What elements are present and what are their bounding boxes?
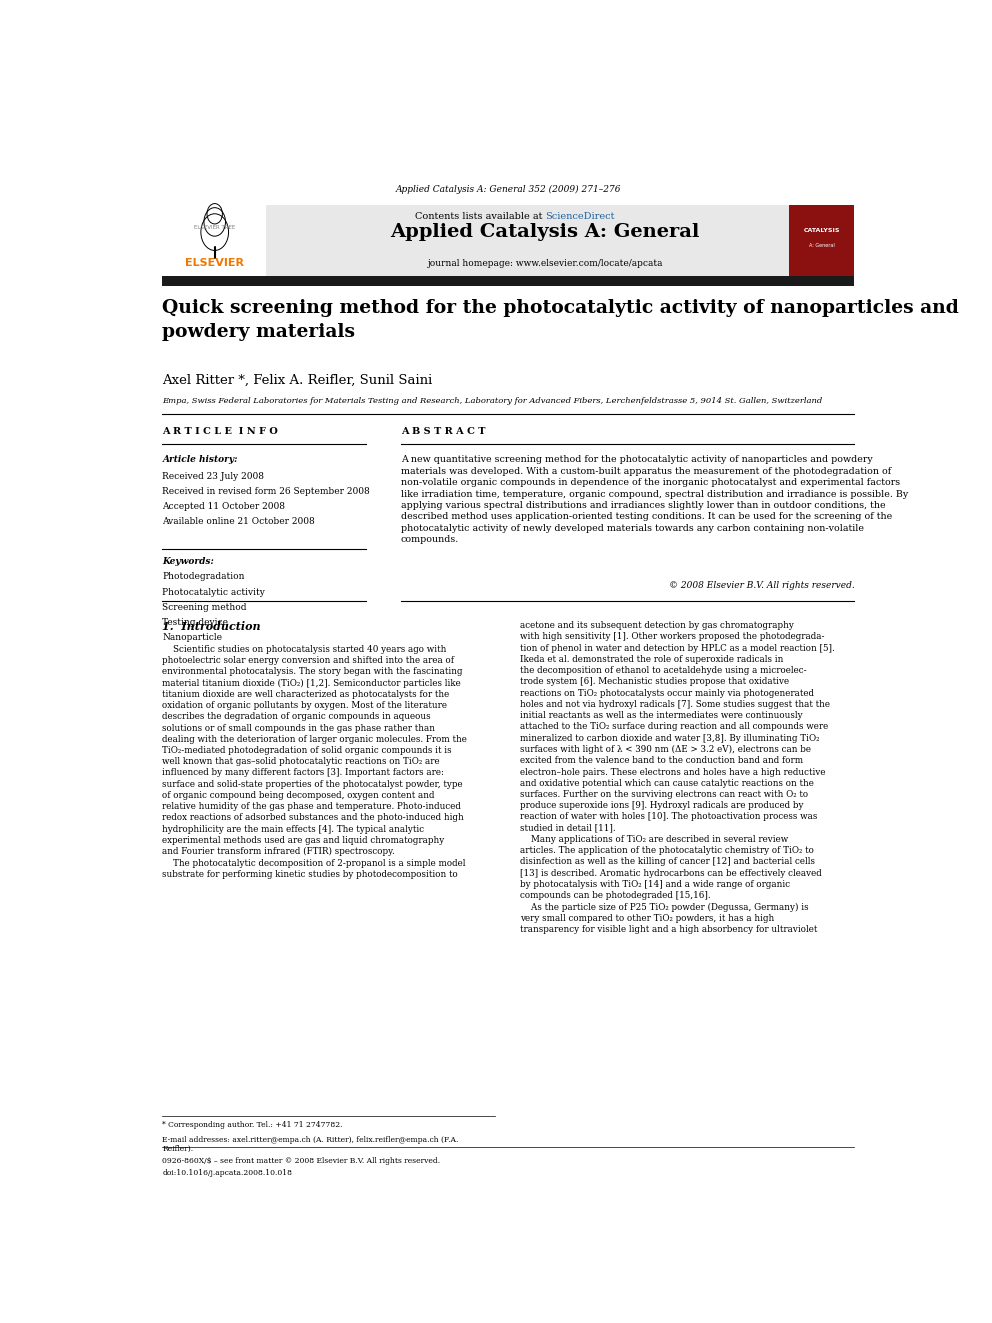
Text: Keywords:: Keywords: <box>163 557 214 566</box>
Text: Testing device: Testing device <box>163 618 228 627</box>
Text: Applied Catalysis A: General: Applied Catalysis A: General <box>391 224 700 241</box>
Text: A new quantitative screening method for the photocatalytic activity of nanoparti: A new quantitative screening method for … <box>401 455 908 544</box>
FancyBboxPatch shape <box>789 205 854 277</box>
Text: Accepted 11 October 2008: Accepted 11 October 2008 <box>163 501 286 511</box>
Text: ELSEVIER TREE: ELSEVIER TREE <box>194 225 235 229</box>
Text: ELSEVIER: ELSEVIER <box>186 258 244 267</box>
Text: © 2008 Elsevier B.V. All rights reserved.: © 2008 Elsevier B.V. All rights reserved… <box>669 581 854 590</box>
FancyBboxPatch shape <box>163 277 854 286</box>
Text: Article history:: Article history: <box>163 455 238 464</box>
Text: 1.  Introduction: 1. Introduction <box>163 622 261 632</box>
Text: CATALYSIS: CATALYSIS <box>804 228 840 233</box>
Text: Screening method: Screening method <box>163 603 247 613</box>
FancyBboxPatch shape <box>163 205 266 277</box>
Text: * Corresponding author. Tel.: +41 71 2747782.: * Corresponding author. Tel.: +41 71 274… <box>163 1122 343 1130</box>
Text: E-mail addresses: axel.ritter@empa.ch (A. Ritter), felix.reifler@empa.ch (F.A.
R: E-mail addresses: axel.ritter@empa.ch (A… <box>163 1135 459 1152</box>
FancyBboxPatch shape <box>163 205 854 277</box>
Text: Scientific studies on photocatalysis started 40 years ago with
photoelectric sol: Scientific studies on photocatalysis sta… <box>163 644 467 878</box>
Text: Quick screening method for the photocatalytic activity of nanoparticles and
powd: Quick screening method for the photocata… <box>163 299 959 341</box>
Text: Applied Catalysis A: General 352 (2009) 271–276: Applied Catalysis A: General 352 (2009) … <box>396 185 621 194</box>
Text: Photocatalytic activity: Photocatalytic activity <box>163 587 265 597</box>
Text: Contents lists available at: Contents lists available at <box>415 212 546 221</box>
Text: Received 23 July 2008: Received 23 July 2008 <box>163 471 265 480</box>
Text: Received in revised form 26 September 2008: Received in revised form 26 September 20… <box>163 487 370 496</box>
Text: doi:10.1016/j.apcata.2008.10.018: doi:10.1016/j.apcata.2008.10.018 <box>163 1170 293 1177</box>
Text: Empa, Swiss Federal Laboratories for Materials Testing and Research, Laboratory : Empa, Swiss Federal Laboratories for Mat… <box>163 397 822 405</box>
Text: Photodegradation: Photodegradation <box>163 573 245 581</box>
Text: Nanoparticle: Nanoparticle <box>163 634 222 643</box>
Text: Axel Ritter *, Felix A. Reifler, Sunil Saini: Axel Ritter *, Felix A. Reifler, Sunil S… <box>163 373 433 386</box>
Text: ScienceDirect: ScienceDirect <box>546 212 615 221</box>
Text: Available online 21 October 2008: Available online 21 October 2008 <box>163 517 315 527</box>
Text: journal homepage: www.elsevier.com/locate/apcata: journal homepage: www.elsevier.com/locat… <box>428 259 663 267</box>
Text: A B S T R A C T: A B S T R A C T <box>401 427 485 435</box>
Text: A R T I C L E  I N F O: A R T I C L E I N F O <box>163 427 278 435</box>
Text: acetone and its subsequent detection by gas chromatography
with high sensitivity: acetone and its subsequent detection by … <box>520 622 834 934</box>
Text: 0926-860X/$ – see front matter © 2008 Elsevier B.V. All rights reserved.: 0926-860X/$ – see front matter © 2008 El… <box>163 1158 440 1166</box>
Text: A: General: A: General <box>809 243 835 247</box>
